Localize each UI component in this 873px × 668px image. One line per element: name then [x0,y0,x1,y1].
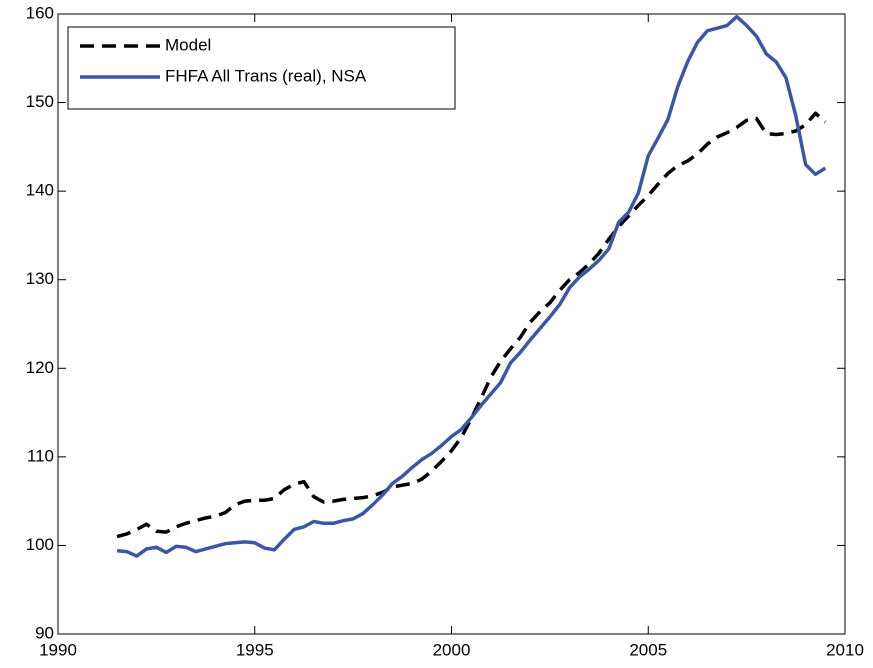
y-tick-label: 160 [26,3,54,22]
x-tick-label: 1990 [39,640,77,659]
y-tick-label: 130 [26,269,54,288]
plot-area [57,13,846,635]
y-tick-label: 140 [26,181,54,200]
y-tick-label: 90 [35,623,54,642]
x-tick-label: 2005 [629,640,667,659]
series-line [116,14,827,558]
legend-box [67,26,456,110]
x-tick-label: 2010 [826,640,864,659]
y-tick-label: 150 [26,92,54,111]
series-line [116,111,827,539]
x-tick-label: 2000 [433,640,471,659]
legend-label: FHFA All Trans (real), NSA [165,66,367,85]
x-tick-label: 1995 [236,640,274,659]
y-tick-label: 120 [26,358,54,377]
y-tick-label: 100 [26,535,54,554]
legend-label: Model [165,35,211,54]
y-tick-label: 110 [27,446,54,465]
